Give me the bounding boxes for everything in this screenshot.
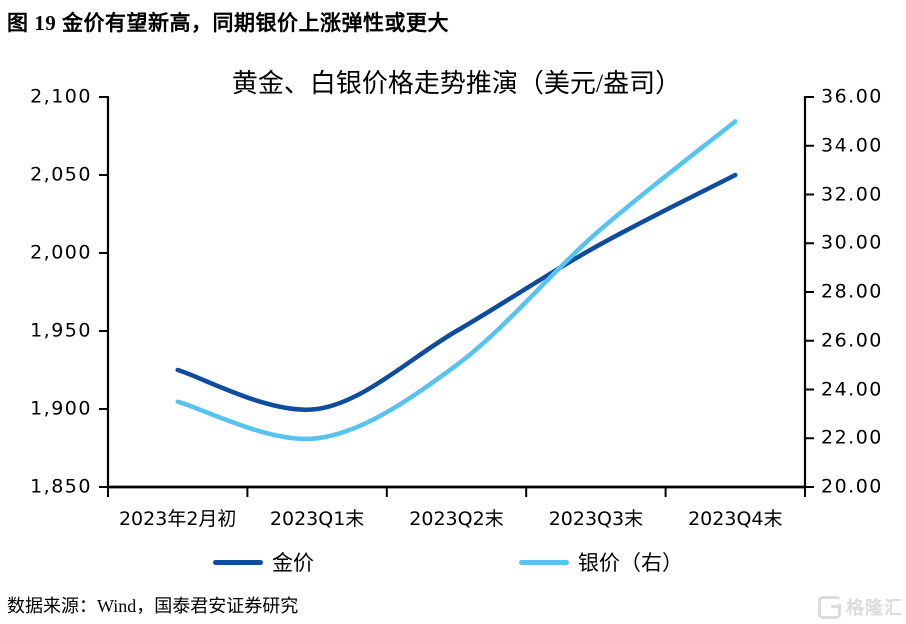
right-axis-tick-label: 28.00 [821,280,883,303]
right-axis-tick-label: 34.00 [821,134,883,157]
left-axis-tick-label: 2,100 [30,85,92,108]
gelonghui-g-icon [818,595,841,619]
legend-item-gold: 金价 [213,549,314,575]
data-source-note: 数据来源：Wind，国泰君安证券研究 [7,596,299,616]
right-axis-tick-label: 22.00 [821,426,883,449]
gold-legend-label: 金价 [272,551,314,575]
gelonghui-watermark: 格隆汇 [818,594,903,620]
right-axis-tick-label: 20.00 [821,475,883,498]
right-axis-tick-label: 30.00 [821,231,883,254]
right-axis-tick-label: 24.00 [821,378,883,401]
right-axis-tick-label: 36.00 [821,85,883,108]
legend-item-silver: 银价（右） [519,549,683,575]
watermark-text: 格隆汇 [846,598,903,618]
left-axis-tick-label: 1,950 [30,319,92,342]
left-axis-tick-label: 2,050 [30,163,92,186]
silver-price-line [175,119,738,442]
left-axis-tick-label: 1,850 [30,475,92,498]
x-axis-category-label: 2023Q1末 [269,508,365,530]
left-axis-tick-label: 1,900 [30,397,92,420]
series-lines [175,119,738,442]
x-axis-category-label: 2023Q2末 [409,508,504,530]
chart-title: 黄金、白银价格走势推演（美元/盎司） [231,69,682,98]
silver-legend-swatch [519,559,569,565]
x-axis-category-label: 2023年2月初 [118,508,237,530]
x-axis-category-label: 2023Q3末 [548,508,644,530]
gold-price-line [175,172,738,412]
silver-legend-label: 银价（右） [578,551,683,575]
right-axis-tick-label: 32.00 [821,183,883,206]
gold-legend-swatch [213,559,263,565]
right-axis-tick-label: 26.00 [821,329,883,352]
x-axis-category-label: 2023Q4末 [688,508,783,530]
axis-ticks [99,96,814,497]
left-axis-tick-label: 2,000 [30,241,92,264]
figure-title: 图 19 金价有望新高，同期银价上涨弹性或更大 [7,11,449,35]
